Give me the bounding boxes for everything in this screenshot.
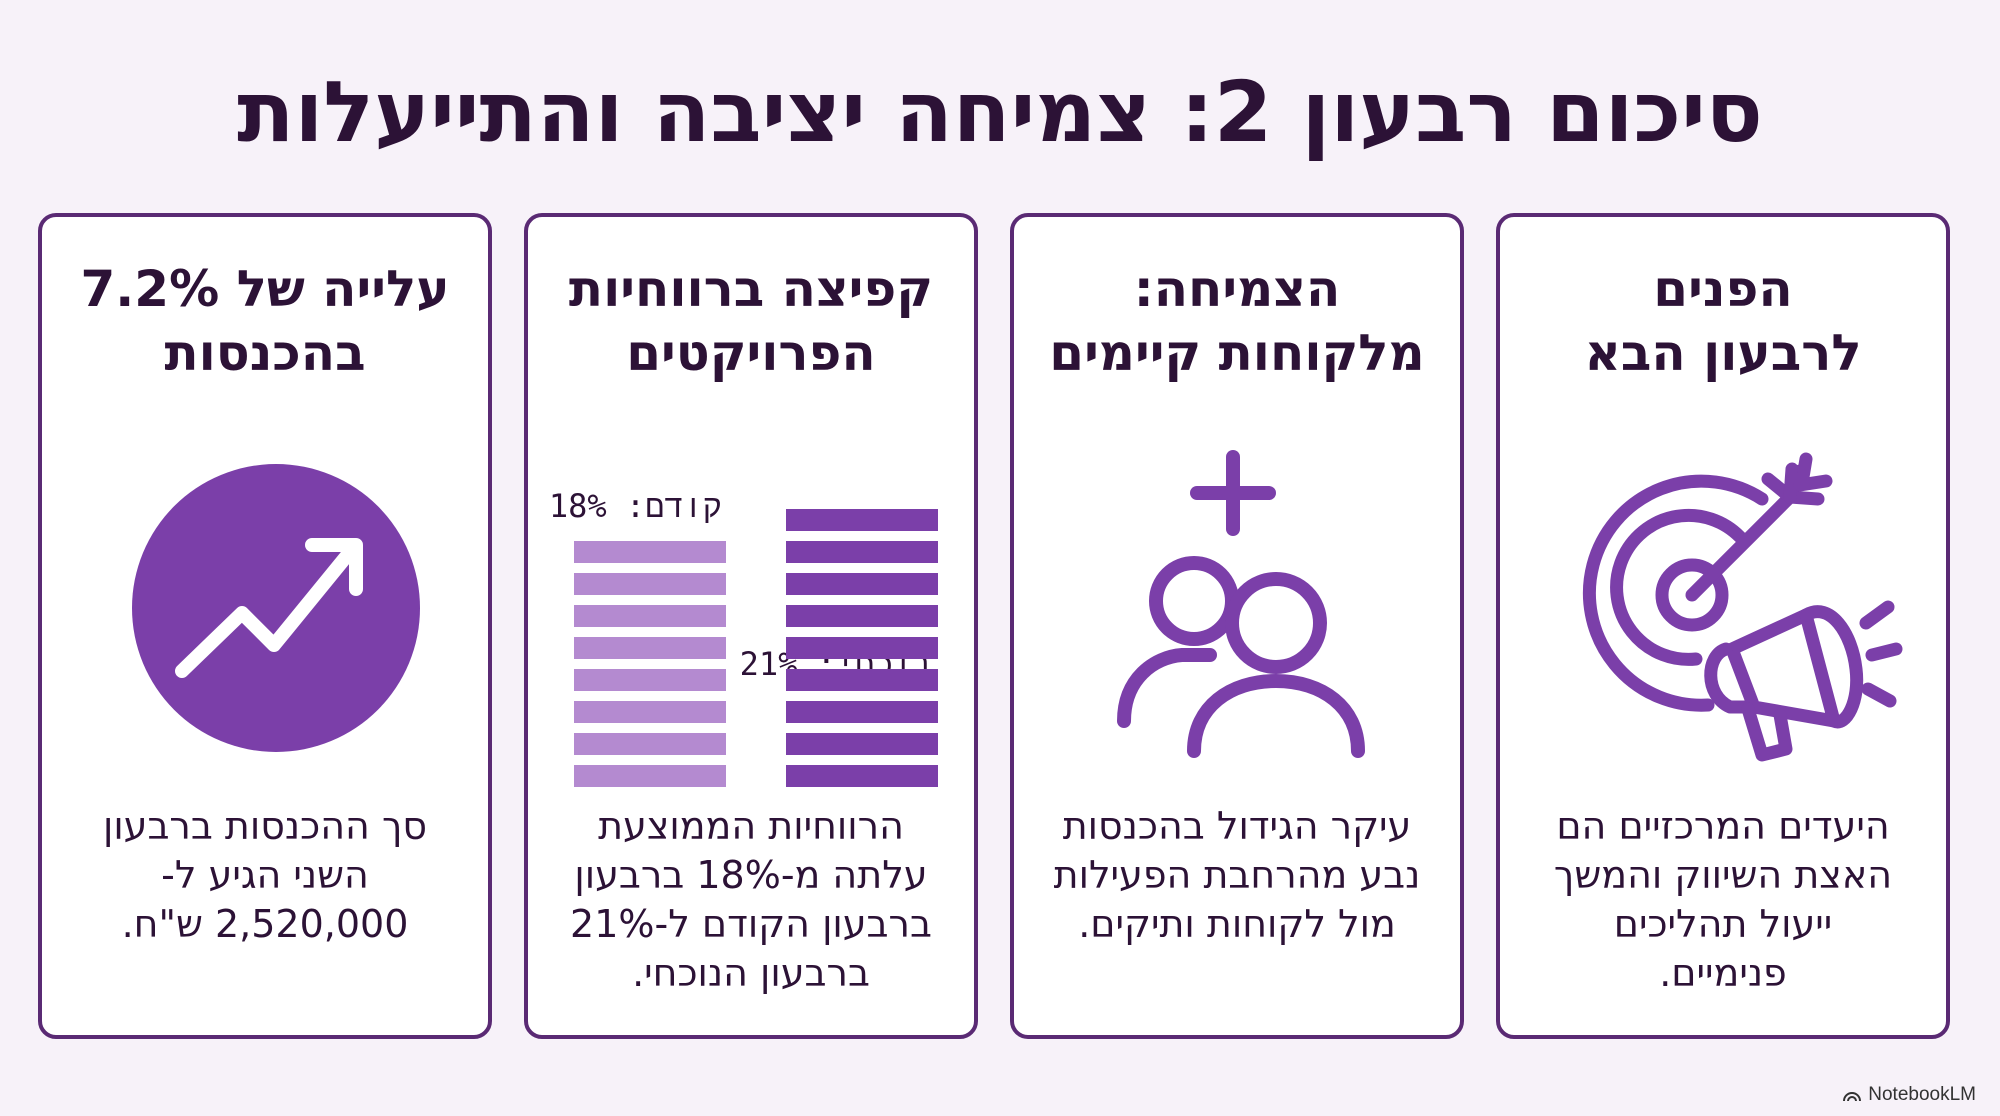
card-body: הרווחיות הממוצעת עלתה מ-18% ברבעון ברבעו… xyxy=(558,802,944,998)
card-title-line: בהכנסות xyxy=(164,324,366,382)
body-line: מול לקוחות ותיקים. xyxy=(1078,902,1396,946)
card-title-line: קפיצה ברווחיות xyxy=(568,260,934,318)
profit-stripe xyxy=(574,701,726,723)
card-title-line: עלייה של 7.2% xyxy=(80,260,450,318)
body-line: ברבעון הנוכחי. xyxy=(632,951,870,995)
brand-footer: NotebookLM xyxy=(1842,1084,1976,1106)
target-megaphone-icon xyxy=(1582,452,1903,762)
profit-stripe xyxy=(786,765,938,787)
profit-stripe xyxy=(786,573,938,595)
profit-stripe xyxy=(786,701,938,723)
card-profitability: קפיצה ברווחיות הפרויקטים נוכחי: 21% קודם… xyxy=(524,213,978,1039)
profit-stripe xyxy=(786,669,938,691)
profit-stripe xyxy=(574,573,726,595)
trending-up-icon xyxy=(132,464,420,752)
profit-stripe xyxy=(574,541,726,563)
card-growth-clients: הצמיחה: מלקוחות קיימים עיקר הגידול בה xyxy=(1010,213,1464,1039)
body-line: נבע מהרחבת הפעילות xyxy=(1053,853,1421,897)
profit-stripe xyxy=(786,637,938,659)
brand-name: NotebookLM xyxy=(1868,1084,1976,1105)
notebooklm-logo-icon xyxy=(1843,1092,1862,1102)
previous-profit-stack xyxy=(574,541,726,787)
card-title: הפנים לרבעון הבא xyxy=(1520,257,1926,385)
body-line: הרווחיות הממוצעת xyxy=(598,804,904,848)
previous-value-label: קודם: 18% xyxy=(548,487,722,525)
current-profit-stack xyxy=(786,509,938,787)
card-title: עלייה של 7.2% בהכנסות xyxy=(62,257,468,385)
body-line: ייעול תהליכים xyxy=(1613,902,1833,946)
card-title: קפיצה ברווחיות הפרויקטים xyxy=(548,257,954,385)
card-body: סך ההכנסות ברבעון השני הגיע ל- 2,520,000… xyxy=(72,802,458,949)
add-users-icon xyxy=(1117,450,1365,758)
profit-stripe xyxy=(574,669,726,691)
body-line: פנימיים. xyxy=(1659,951,1787,995)
card-title-line: לרבעון הבא xyxy=(1584,324,1862,382)
body-line: היעדים המרכזיים הם xyxy=(1556,804,1890,848)
card-title-line: הצמיחה: xyxy=(1133,260,1341,318)
profit-comparison-graphic: נוכחי: 21% קודם: 18% xyxy=(528,387,974,787)
profit-stripe xyxy=(574,637,726,659)
body-line: עלתה מ-18% ברבעון xyxy=(574,853,928,897)
profit-stripe xyxy=(786,541,938,563)
page-title: סיכום רבעון 2: צמיחה יציבה והתייעלות xyxy=(237,63,1763,161)
body-line: 2,520,000 ש"ח. xyxy=(121,902,409,946)
body-line: סך ההכנסות ברבעון xyxy=(102,804,428,848)
body-line: ברבעון הקודם ל-21% xyxy=(570,902,932,946)
card-title-line: מלקוחות קיימים xyxy=(1049,324,1425,382)
card-body: עיקר הגידול בהכנסות נבע מהרחבת הפעילות מ… xyxy=(1044,802,1430,949)
body-line: השני הגיע ל- xyxy=(161,853,369,897)
card-title-line: הפרויקטים xyxy=(626,324,876,382)
profit-stripe xyxy=(574,765,726,787)
card-title: הצמיחה: מלקוחות קיימים xyxy=(1034,257,1440,385)
profit-stripe xyxy=(574,605,726,627)
card-title-line: הפנים xyxy=(1653,260,1793,318)
profit-stripe xyxy=(574,733,726,755)
card-revenue-increase: עלייה של 7.2% בהכנסות סך ההכנסות ברבעון … xyxy=(38,213,492,1039)
profit-stripe xyxy=(786,509,938,531)
profit-stripe xyxy=(786,605,938,627)
profit-stripe xyxy=(786,733,938,755)
body-line: עיקר הגידול בהכנסות xyxy=(1062,804,1412,848)
card-next-quarter: הפנים לרבעון הבא xyxy=(1496,213,1950,1039)
card-body: היעדים המרכזיים הם האצת השיווק והמשך ייע… xyxy=(1530,802,1916,998)
body-line: האצת השיווק והמשך xyxy=(1553,853,1893,897)
